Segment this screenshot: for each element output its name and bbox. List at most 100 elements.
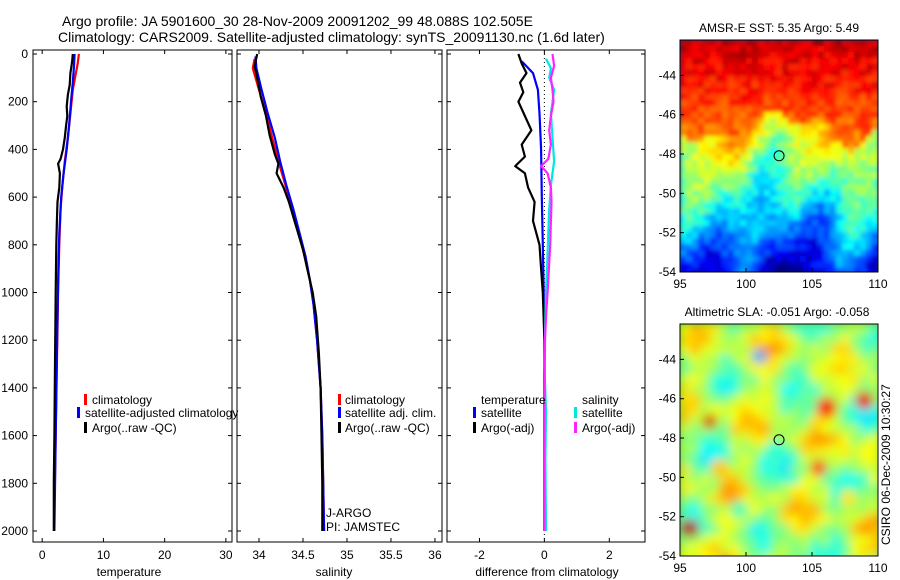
sst-cell [710,112,717,119]
sst-cell [860,160,867,167]
sst-cell [698,70,705,77]
sla-cell [710,324,721,335]
sst-cell [860,88,867,95]
sst-cell [788,226,795,233]
sla-eddy [702,414,717,429]
sst-cell [710,118,717,125]
sst-cell [788,190,795,197]
sst-cell [734,250,741,257]
sla-cell [810,544,821,555]
sst-cell [752,40,759,47]
sst-cell [842,184,849,191]
difference-legend-sal-sat: satellite [582,406,623,420]
sla-cell [820,524,831,535]
sst-cell [866,178,873,185]
sst-cell [818,184,825,191]
sst-cell [776,40,783,47]
sst-cell [698,256,705,263]
sst-cell [782,100,789,107]
sst-cell [872,142,878,149]
sst-cell [716,268,723,272]
sst-cell [722,148,729,155]
sst-cell [782,214,789,221]
sla-cell [740,424,751,435]
sst-cell [758,172,765,179]
sst-cell [854,232,861,239]
sst-cell [716,88,723,95]
sla-cell [800,424,811,435]
sst-cell [800,202,807,209]
sst-cell [818,118,825,125]
sst-cell [794,214,801,221]
salinity-xlabel: salinity [316,565,353,579]
x-tick-label: 35 [340,548,354,562]
sla-cell [850,334,861,345]
sst-cell [710,184,717,191]
sst-cell [776,172,783,179]
sst-cell [800,58,807,65]
sst-cell [722,244,729,251]
sla-cell [790,504,801,515]
sla-cell [840,454,851,465]
sst-cell [704,52,711,59]
sst-cell [746,100,753,107]
sst-cell [836,226,843,233]
sst-cell [848,178,855,185]
sla-cell [780,524,791,535]
sla-cell [690,414,701,425]
sst-cell [818,40,825,47]
sst-cell [824,238,831,245]
sst-cell [794,262,801,269]
map-x-tick-label: 110 [868,561,887,575]
sst-cell [806,136,813,143]
sla-cell [690,454,701,465]
sst-cell [836,94,843,101]
sla-cell [830,444,841,455]
sst-cell [866,214,873,221]
sst-cell [764,244,771,251]
sst-cell [776,166,783,173]
sst-cell [872,172,878,179]
sst-cell [722,136,729,143]
annotation-pi: PI: JAMSTEC [326,520,400,534]
salinity-legend-clim: climatology [345,393,405,407]
sla-cell [870,374,878,385]
sst-cell [800,214,807,221]
sst-cell [830,136,837,143]
sst-cell [860,136,867,143]
sst-cell [752,88,759,95]
sst-cell [740,64,747,71]
sst-cell [758,256,765,263]
sst-cell [818,262,825,269]
sst-cell [842,178,849,185]
sla-cell [700,484,711,495]
sla-cell [770,404,781,415]
sla-cell [700,514,711,525]
sla-cell [760,344,771,355]
sst-cell [800,226,807,233]
sla-cell [830,464,841,475]
sst-cell [686,52,693,59]
sst-cell [770,148,777,155]
sst-cell [704,196,711,203]
sst-cell [806,220,813,227]
sst-cell [704,238,711,245]
sla-cell [850,354,861,365]
sst-cell [830,46,837,53]
sst-cell [764,238,771,245]
sst-cell [686,184,693,191]
sst-cell [782,76,789,83]
sst-cell [848,250,855,257]
sst-cell [710,190,717,197]
sla-cell [860,414,871,425]
sst-cell [710,250,717,257]
sla-eddy [765,441,786,462]
sst-cell [848,106,855,113]
sst-cell [782,262,789,269]
sla-cell [780,404,791,415]
sst-cell [734,184,741,191]
sst-cell [800,256,807,263]
sst-cell [854,262,861,269]
sst-cell [788,94,795,101]
sst-cell [812,82,819,89]
